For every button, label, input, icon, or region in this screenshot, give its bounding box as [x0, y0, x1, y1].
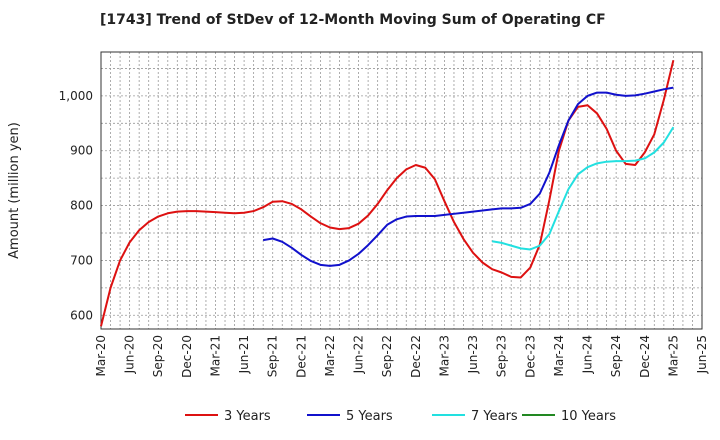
- series-line-0: [100, 59, 675, 327]
- x-tick-label: Jun-25: [695, 335, 709, 374]
- y-tick-label: 700: [70, 253, 93, 267]
- x-tick-label: Sep-22: [380, 335, 394, 377]
- y-tick-label: 800: [70, 199, 93, 213]
- y-tick-label: 900: [70, 144, 93, 158]
- legend-label: 3 Years: [224, 409, 271, 424]
- plot-area-frame: [100, 51, 703, 330]
- x-tick-label: Dec-21: [294, 335, 308, 378]
- y-axis-ticks: 600 700 800 900 1,000: [59, 89, 93, 322]
- chart-title: [1743] Trend of StDev of 12-Month Moving…: [100, 12, 606, 28]
- x-tick-label: Dec-22: [409, 335, 423, 378]
- series-line-2: [491, 126, 675, 251]
- x-tick-label: Mar-22: [323, 335, 337, 376]
- x-tick-label: Jun-23: [466, 335, 480, 374]
- x-tick-label: Dec-23: [523, 335, 537, 378]
- legend-label: 7 Years: [471, 409, 518, 424]
- y-tick-label: 600: [70, 308, 93, 322]
- y-tick-label: 1,000: [59, 89, 93, 103]
- x-tick-label: Mar-25: [666, 335, 680, 376]
- legend-label: 10 Years: [561, 409, 616, 424]
- x-tick-label: Dec-20: [180, 335, 194, 378]
- x-tick-label: Mar-23: [437, 335, 451, 376]
- series-line-1: [263, 86, 674, 267]
- x-tick-label: Jun-22: [352, 335, 366, 374]
- x-tick-label: Mar-20: [94, 335, 108, 376]
- x-tick-label: Jun-21: [237, 335, 251, 374]
- x-tick-label: Sep-21: [266, 335, 280, 377]
- x-tick-label: Sep-24: [609, 335, 623, 377]
- x-tick-label: Sep-20: [151, 335, 165, 377]
- x-axis-ticks: Mar-20 Jun-20 Sep-20 Dec-20 Mar-21 Jun-21 Sep-…: [94, 335, 709, 378]
- series-lines: [100, 59, 675, 327]
- x-tick-label: Dec-24: [638, 335, 652, 378]
- x-tick-label: Sep-23: [495, 335, 509, 377]
- legend: 3 Years 5 Years 7 Years 10 Years: [185, 409, 616, 424]
- x-tick-label: Mar-21: [208, 335, 222, 376]
- x-tick-label: Jun-24: [581, 335, 595, 374]
- y-axis-title: Amount (million yen): [7, 122, 22, 259]
- legend-label: 5 Years: [346, 409, 393, 424]
- x-tick-label: Mar-24: [552, 335, 566, 376]
- grid: [100, 52, 703, 329]
- x-tick-label: Jun-20: [123, 335, 137, 374]
